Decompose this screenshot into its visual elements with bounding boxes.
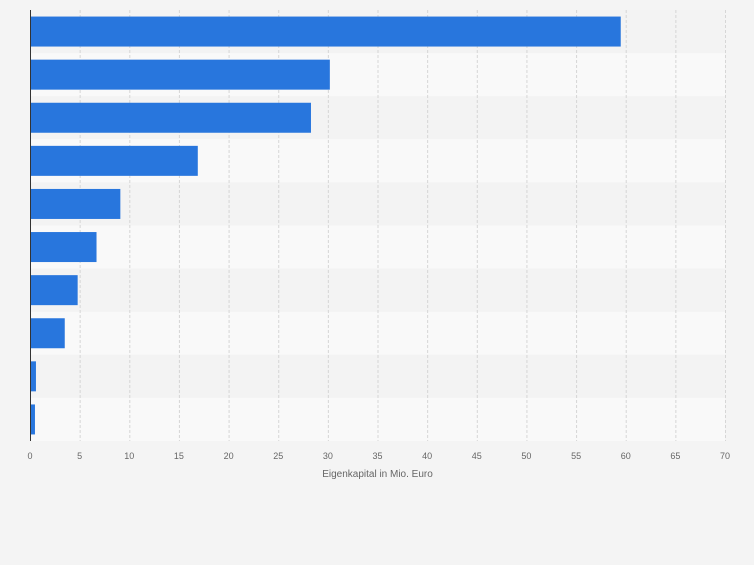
- x-tick-label: 65: [670, 451, 680, 461]
- x-tick-label: 30: [323, 451, 333, 461]
- bar[interactable]: [30, 16, 621, 47]
- x-tick-label: 15: [174, 451, 184, 461]
- x-tick-label: 55: [571, 451, 581, 461]
- bar[interactable]: [30, 59, 330, 90]
- x-axis-label: Eigenkapital in Mio. Euro: [322, 469, 433, 480]
- bars: [30, 16, 621, 435]
- x-tick-label: 10: [124, 451, 134, 461]
- x-tick-label: 60: [621, 451, 631, 461]
- x-tick-label: 25: [273, 451, 283, 461]
- bar[interactable]: [30, 145, 198, 176]
- row-band: [30, 397, 725, 441]
- x-tick-label: 35: [372, 451, 382, 461]
- bar[interactable]: [30, 318, 65, 349]
- x-tick-label: 70: [720, 451, 730, 461]
- x-tick-label: 0: [27, 451, 32, 461]
- bar[interactable]: [30, 404, 35, 435]
- x-tick-label: 40: [422, 451, 432, 461]
- x-tick-label: 45: [472, 451, 482, 461]
- row-band: [30, 311, 725, 355]
- bar[interactable]: [30, 232, 97, 263]
- x-tick-label: 5: [77, 451, 82, 461]
- x-tick-label: 20: [224, 451, 234, 461]
- bar[interactable]: [30, 102, 311, 133]
- row-band: [30, 182, 725, 226]
- bar[interactable]: [30, 361, 36, 392]
- x-axis-ticks: 0 5 10 15 20 25 30 35 40 45 50 55 60 65 70: [27, 451, 730, 461]
- x-tick-label: 50: [521, 451, 531, 461]
- bar[interactable]: [30, 188, 121, 219]
- bar[interactable]: [30, 275, 78, 306]
